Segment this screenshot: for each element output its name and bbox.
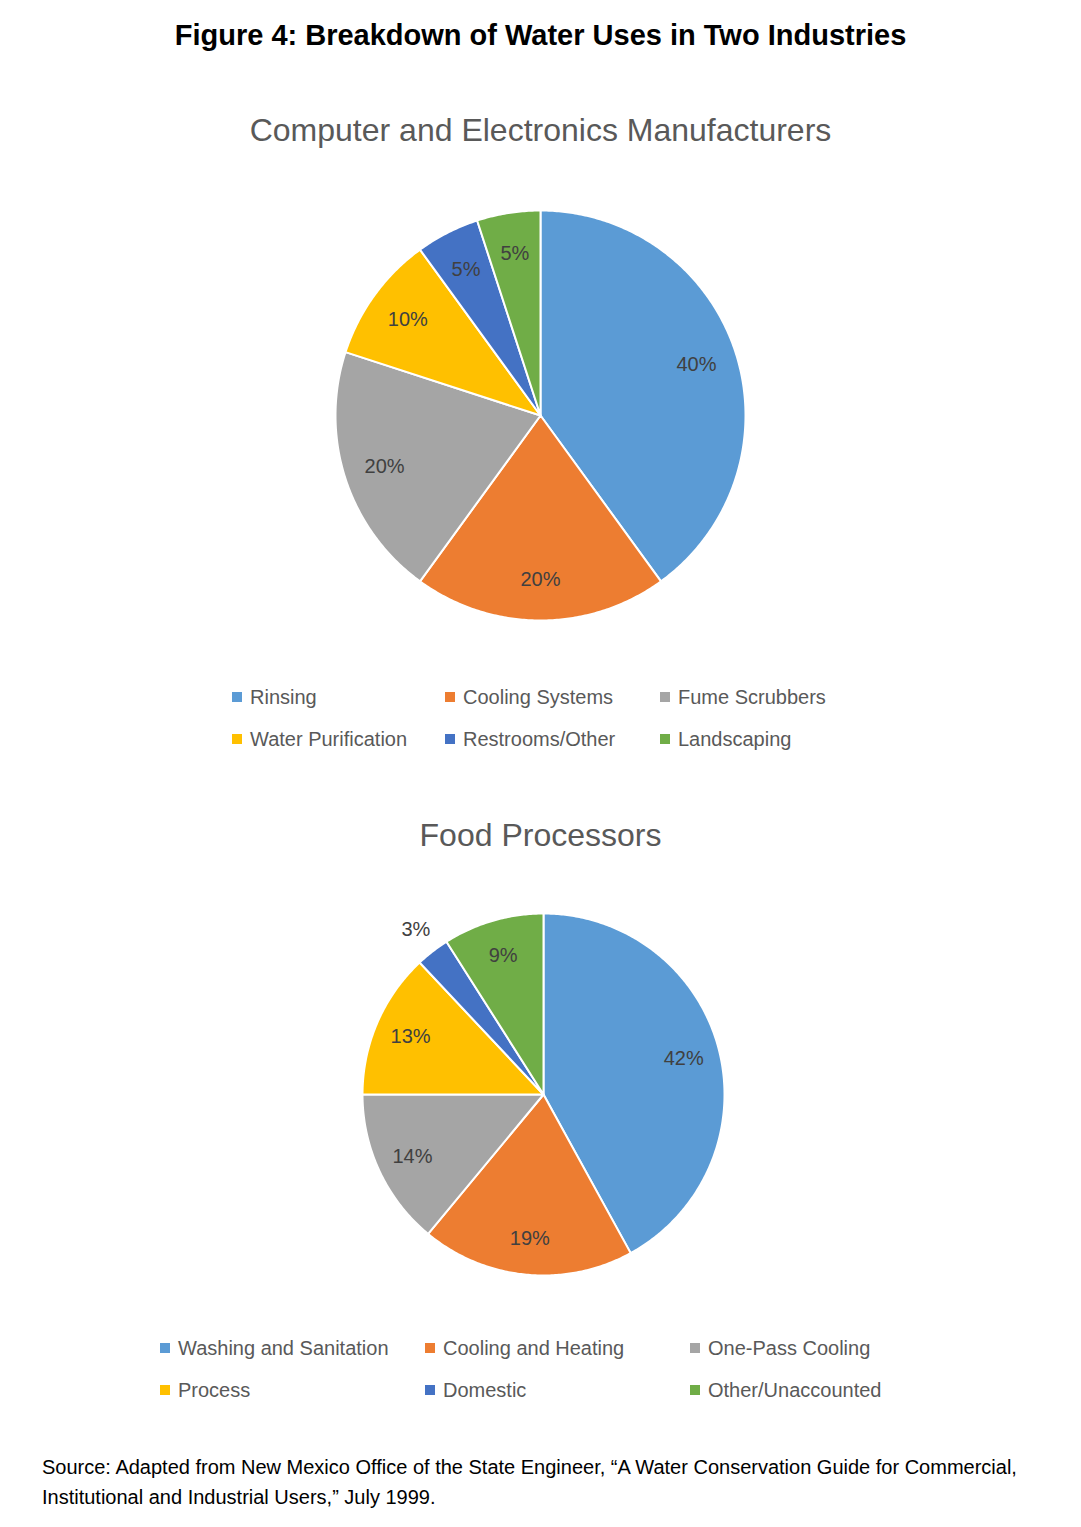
html-text:Source: Adapted from New Mexic: Source: Adapted from New Mexico Office o…: [42, 1456, 1017, 1508]
html-text:Figure 4: Breakdown of Water U: Figure 4: Breakdown of Water Uses in Two…: [174, 19, 907, 51]
svg-text:5%: 5%: [500, 242, 529, 264]
html-text:Restrooms/Other: Restrooms/Other: [463, 727, 616, 750]
html-text:Landscaping: Landscaping: [678, 727, 792, 750]
html-text:Food Processors: Food Processors: [419, 817, 662, 853]
svg-text:19%: 19%: [510, 1227, 550, 1249]
html-text:Other/Unaccounted: Other/Unaccounted: [708, 1378, 882, 1401]
svg-text:3%: 3%: [401, 918, 430, 940]
html-text:One-Pass Cooling: One-Pass Cooling: [708, 1336, 871, 1359]
html-text:Rinsing: Rinsing: [250, 685, 317, 708]
html-text:Cooling and Heating: Cooling and Heating: [443, 1336, 625, 1359]
svg-text:14%: 14%: [392, 1145, 432, 1167]
svg-text:40%: 40%: [676, 353, 716, 375]
html-text:Fume Scrubbers: Fume Scrubbers: [678, 685, 826, 708]
html-text:Cooling Systems: Cooling Systems: [463, 685, 614, 708]
html-text:Domestic: Domestic: [443, 1378, 527, 1401]
svg-text:42%: 42%: [664, 1047, 704, 1069]
svg-text:20%: 20%: [365, 455, 405, 477]
svg-text:5%: 5%: [452, 258, 481, 280]
html-text:Process: Process: [178, 1378, 251, 1401]
svg-text:10%: 10%: [388, 308, 428, 330]
svg-text:20%: 20%: [520, 568, 560, 590]
html-text:Computer and Electronics Manuf: Computer and Electronics Manufacturers: [249, 112, 832, 148]
html-text:Water Purification: Water Purification: [250, 727, 408, 750]
svg-text:9%: 9%: [489, 944, 518, 966]
html-text:Washing and Sanitation: Washing and Sanitation: [178, 1336, 389, 1359]
svg-text:13%: 13%: [391, 1025, 431, 1047]
